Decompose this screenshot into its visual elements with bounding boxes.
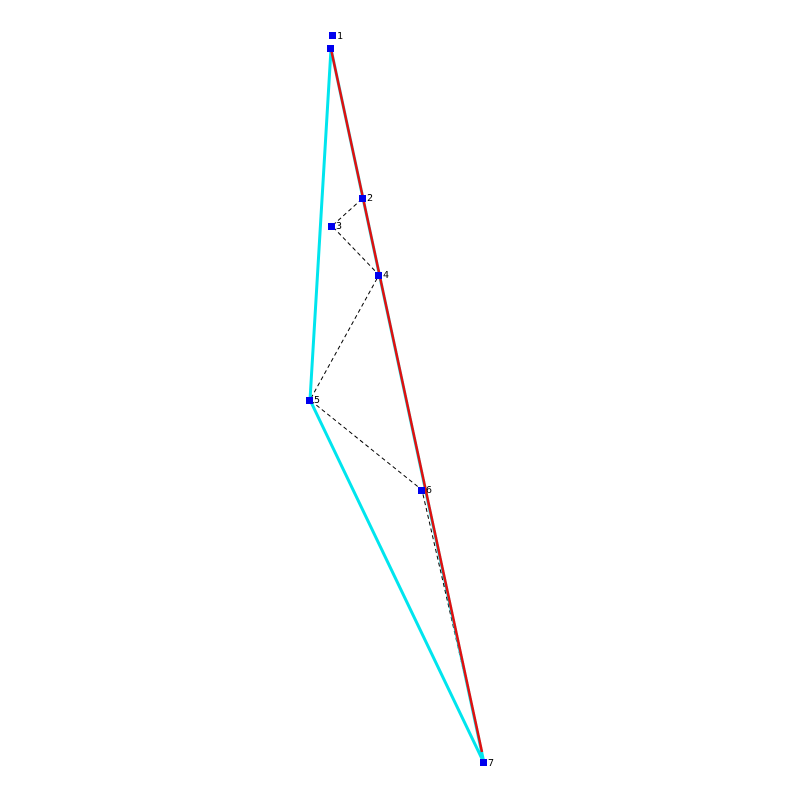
point xyxy=(327,45,334,52)
point xyxy=(375,272,382,279)
point xyxy=(359,195,366,202)
point xyxy=(480,759,487,766)
point-label: 6 xyxy=(426,485,432,496)
point xyxy=(418,487,425,494)
point-label: 2 xyxy=(367,193,373,204)
point-label: 7 xyxy=(488,758,494,769)
point xyxy=(328,223,335,230)
point-label: 5 xyxy=(314,395,320,406)
point xyxy=(306,397,313,404)
point-label: 3 xyxy=(336,221,342,232)
point-label: 1 xyxy=(337,31,343,42)
points xyxy=(306,32,487,766)
point-label: 4 xyxy=(383,270,389,281)
fit-line xyxy=(329,48,484,753)
point xyxy=(329,32,336,39)
